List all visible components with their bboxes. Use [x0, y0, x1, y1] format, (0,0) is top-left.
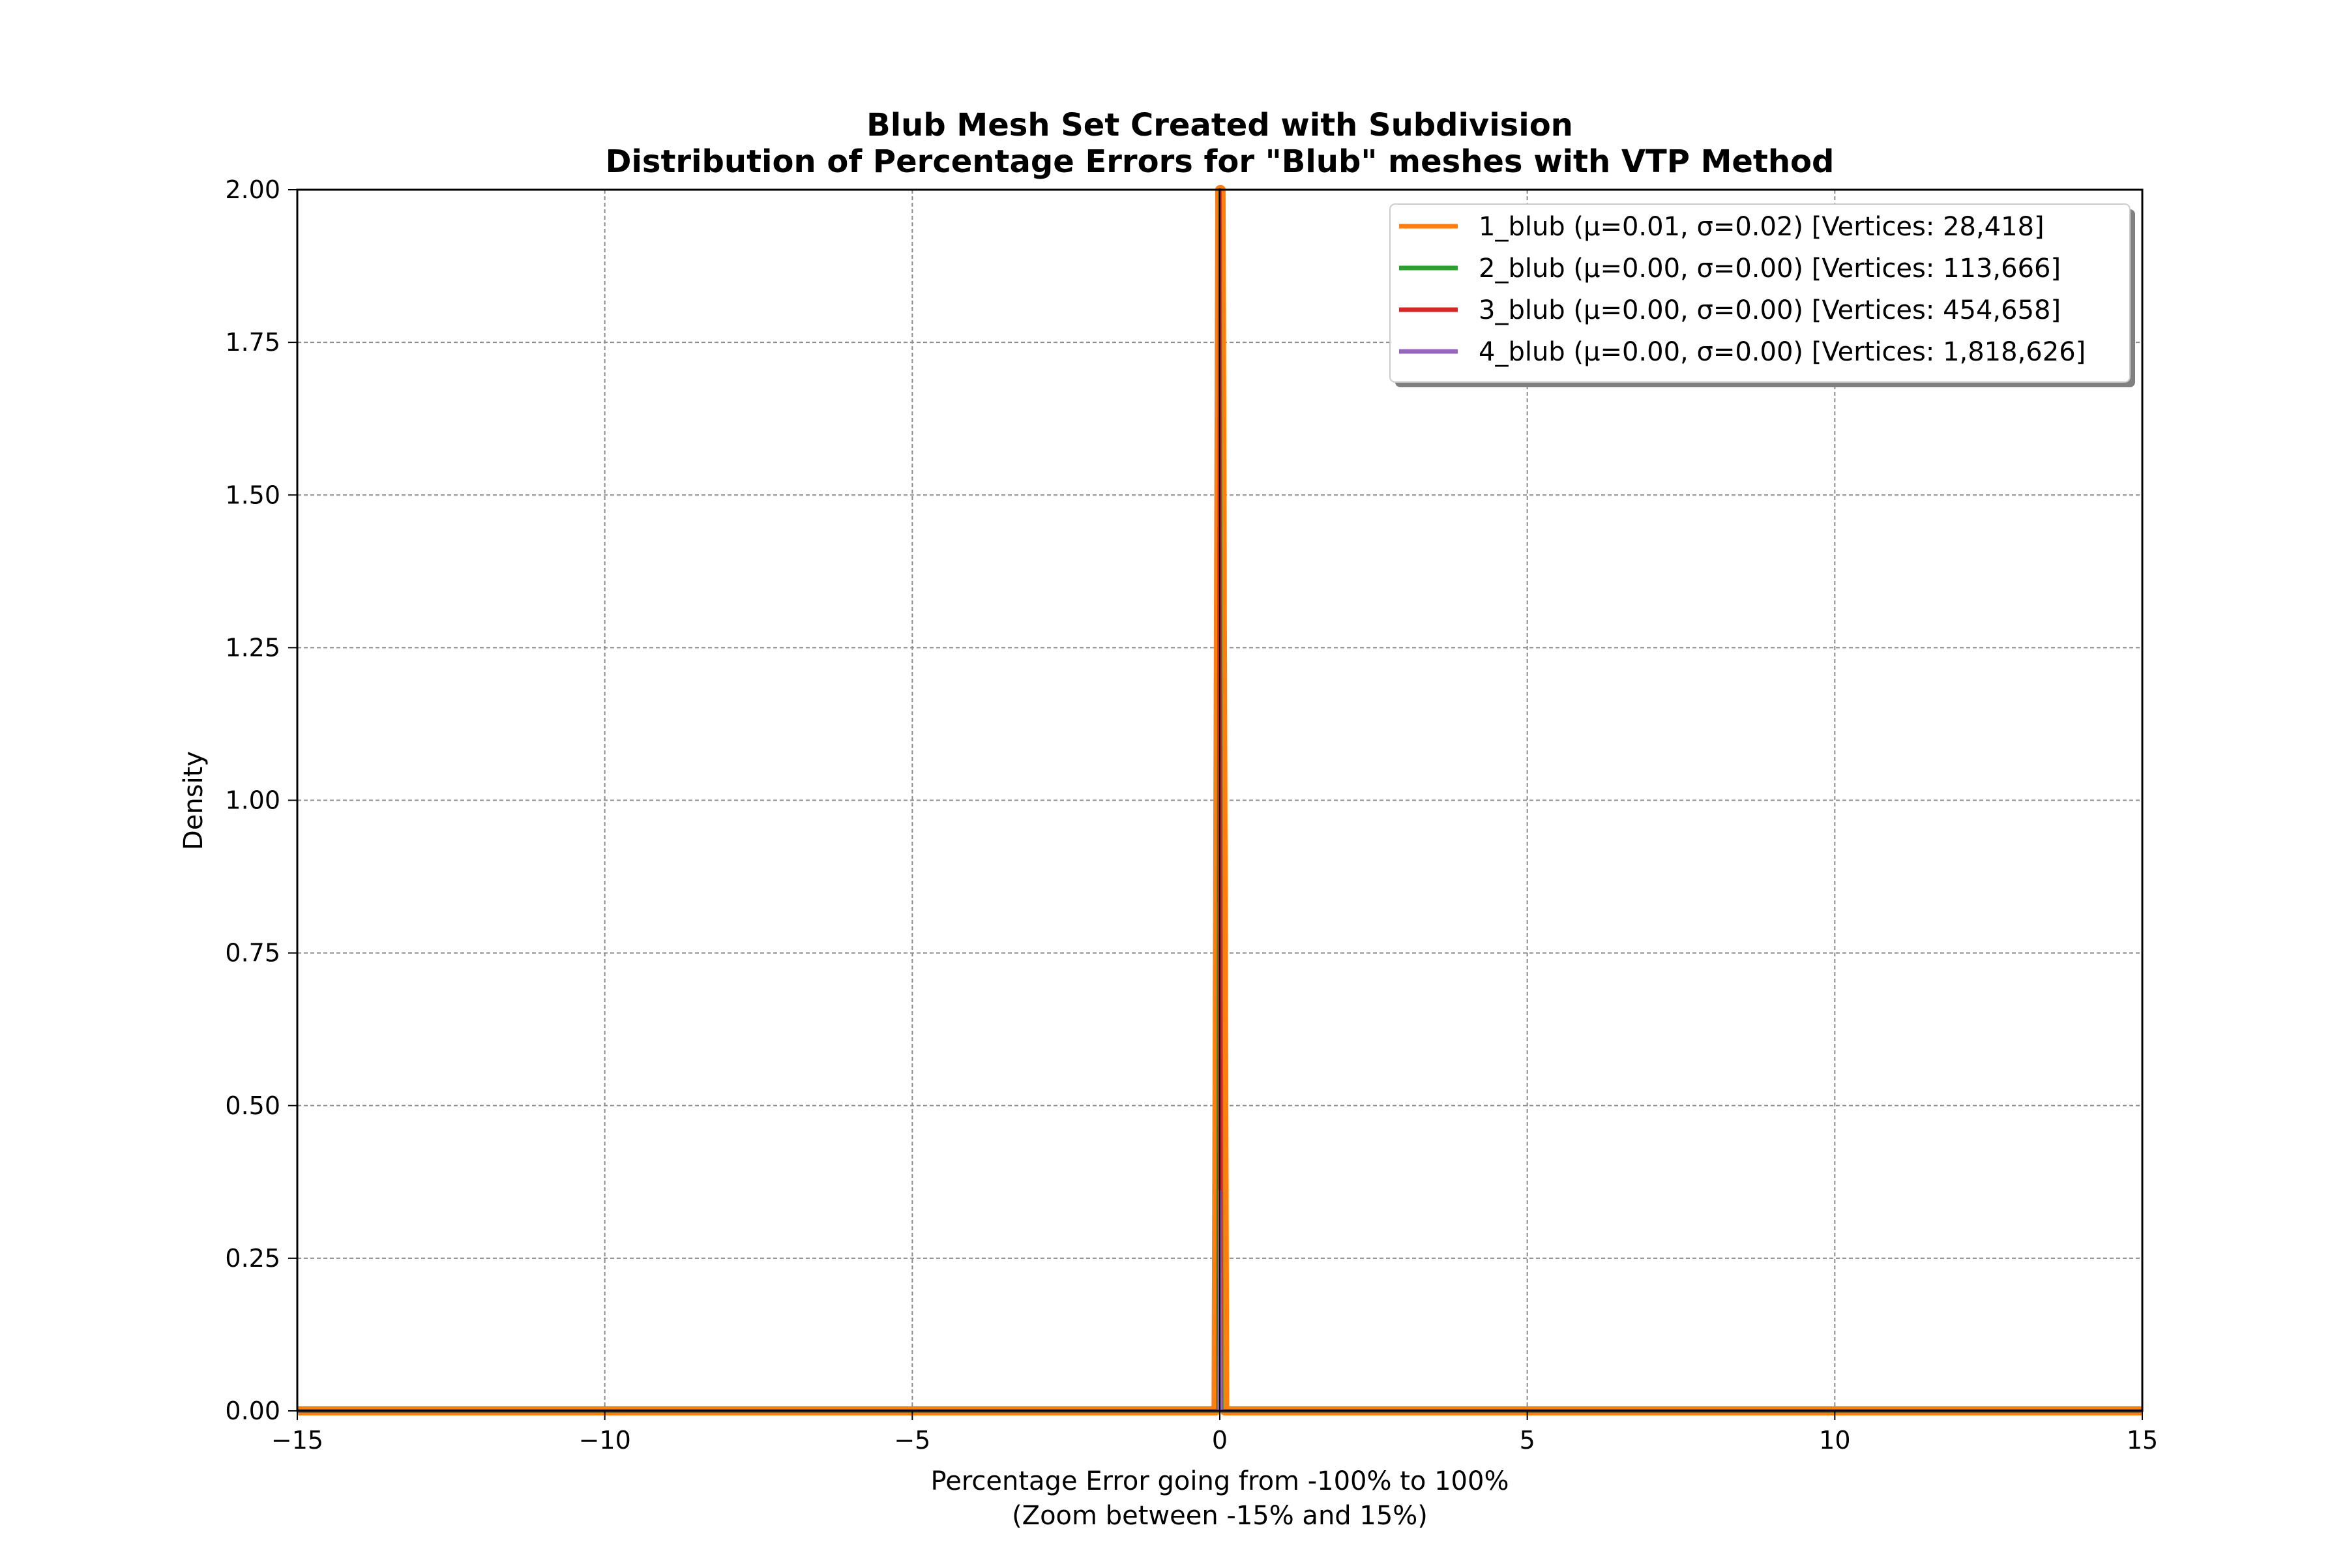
chart-subtitle: Distribution of Percentage Errors for "B… [606, 143, 1835, 180]
x-tick-label: −15 [271, 1426, 323, 1455]
x-tick-label: −10 [579, 1426, 631, 1455]
y-tick-label: 0.25 [225, 1244, 280, 1273]
y-tick-label: 1.00 [225, 786, 280, 815]
legend-label-3: 3_blub (μ=0.00, σ=0.00) [Vertices: 454,6… [1479, 295, 2061, 325]
legend-entries: 1_blub (μ=0.01, σ=0.02) [Vertices: 28,41… [1399, 212, 2086, 367]
legend-label-4: 4_blub (μ=0.00, σ=0.00) [Vertices: 1,818… [1479, 337, 2086, 367]
x-axis-label: Percentage Error going from -100% to 100… [931, 1466, 1509, 1496]
legend: 1_blub (μ=0.01, σ=0.02) [Vertices: 28,41… [1389, 203, 2135, 387]
y-tick-label: 1.75 [225, 328, 280, 357]
y-tick-label: 1.25 [225, 633, 280, 662]
x-tick-label: 15 [2127, 1426, 2158, 1455]
y-tick-label: 0.00 [225, 1397, 280, 1425]
y-tick-label: 0.50 [225, 1091, 280, 1120]
legend-box [1389, 203, 2131, 383]
x-tick-label: 0 [1212, 1426, 1228, 1455]
tick-layer: −15 −10 −5 0 5 10 15 0.00 0.25 0.50 0.75 1.00 1.25 1.… [225, 175, 2158, 1455]
y-axis-label: Density [179, 751, 209, 850]
x-tick-label: 5 [1520, 1426, 1535, 1455]
y-tick-label: 1.50 [225, 481, 280, 509]
x-tick-label: 10 [1819, 1426, 1850, 1455]
x-tick-label: −5 [894, 1426, 930, 1455]
legend-label-2: 2_blub (μ=0.00, σ=0.00) [Vertices: 113,6… [1479, 254, 2061, 284]
y-tick-label: 2.00 [225, 175, 280, 204]
x-axis-label-line2: (Zoom between -15% and 15%) [1012, 1501, 1428, 1531]
chart-title: Blub Mesh Set Created with Subdivision [866, 107, 1573, 143]
y-tick-label: 0.75 [225, 939, 280, 968]
legend-label-1: 1_blub (μ=0.01, σ=0.02) [Vertices: 28,41… [1479, 212, 2044, 242]
